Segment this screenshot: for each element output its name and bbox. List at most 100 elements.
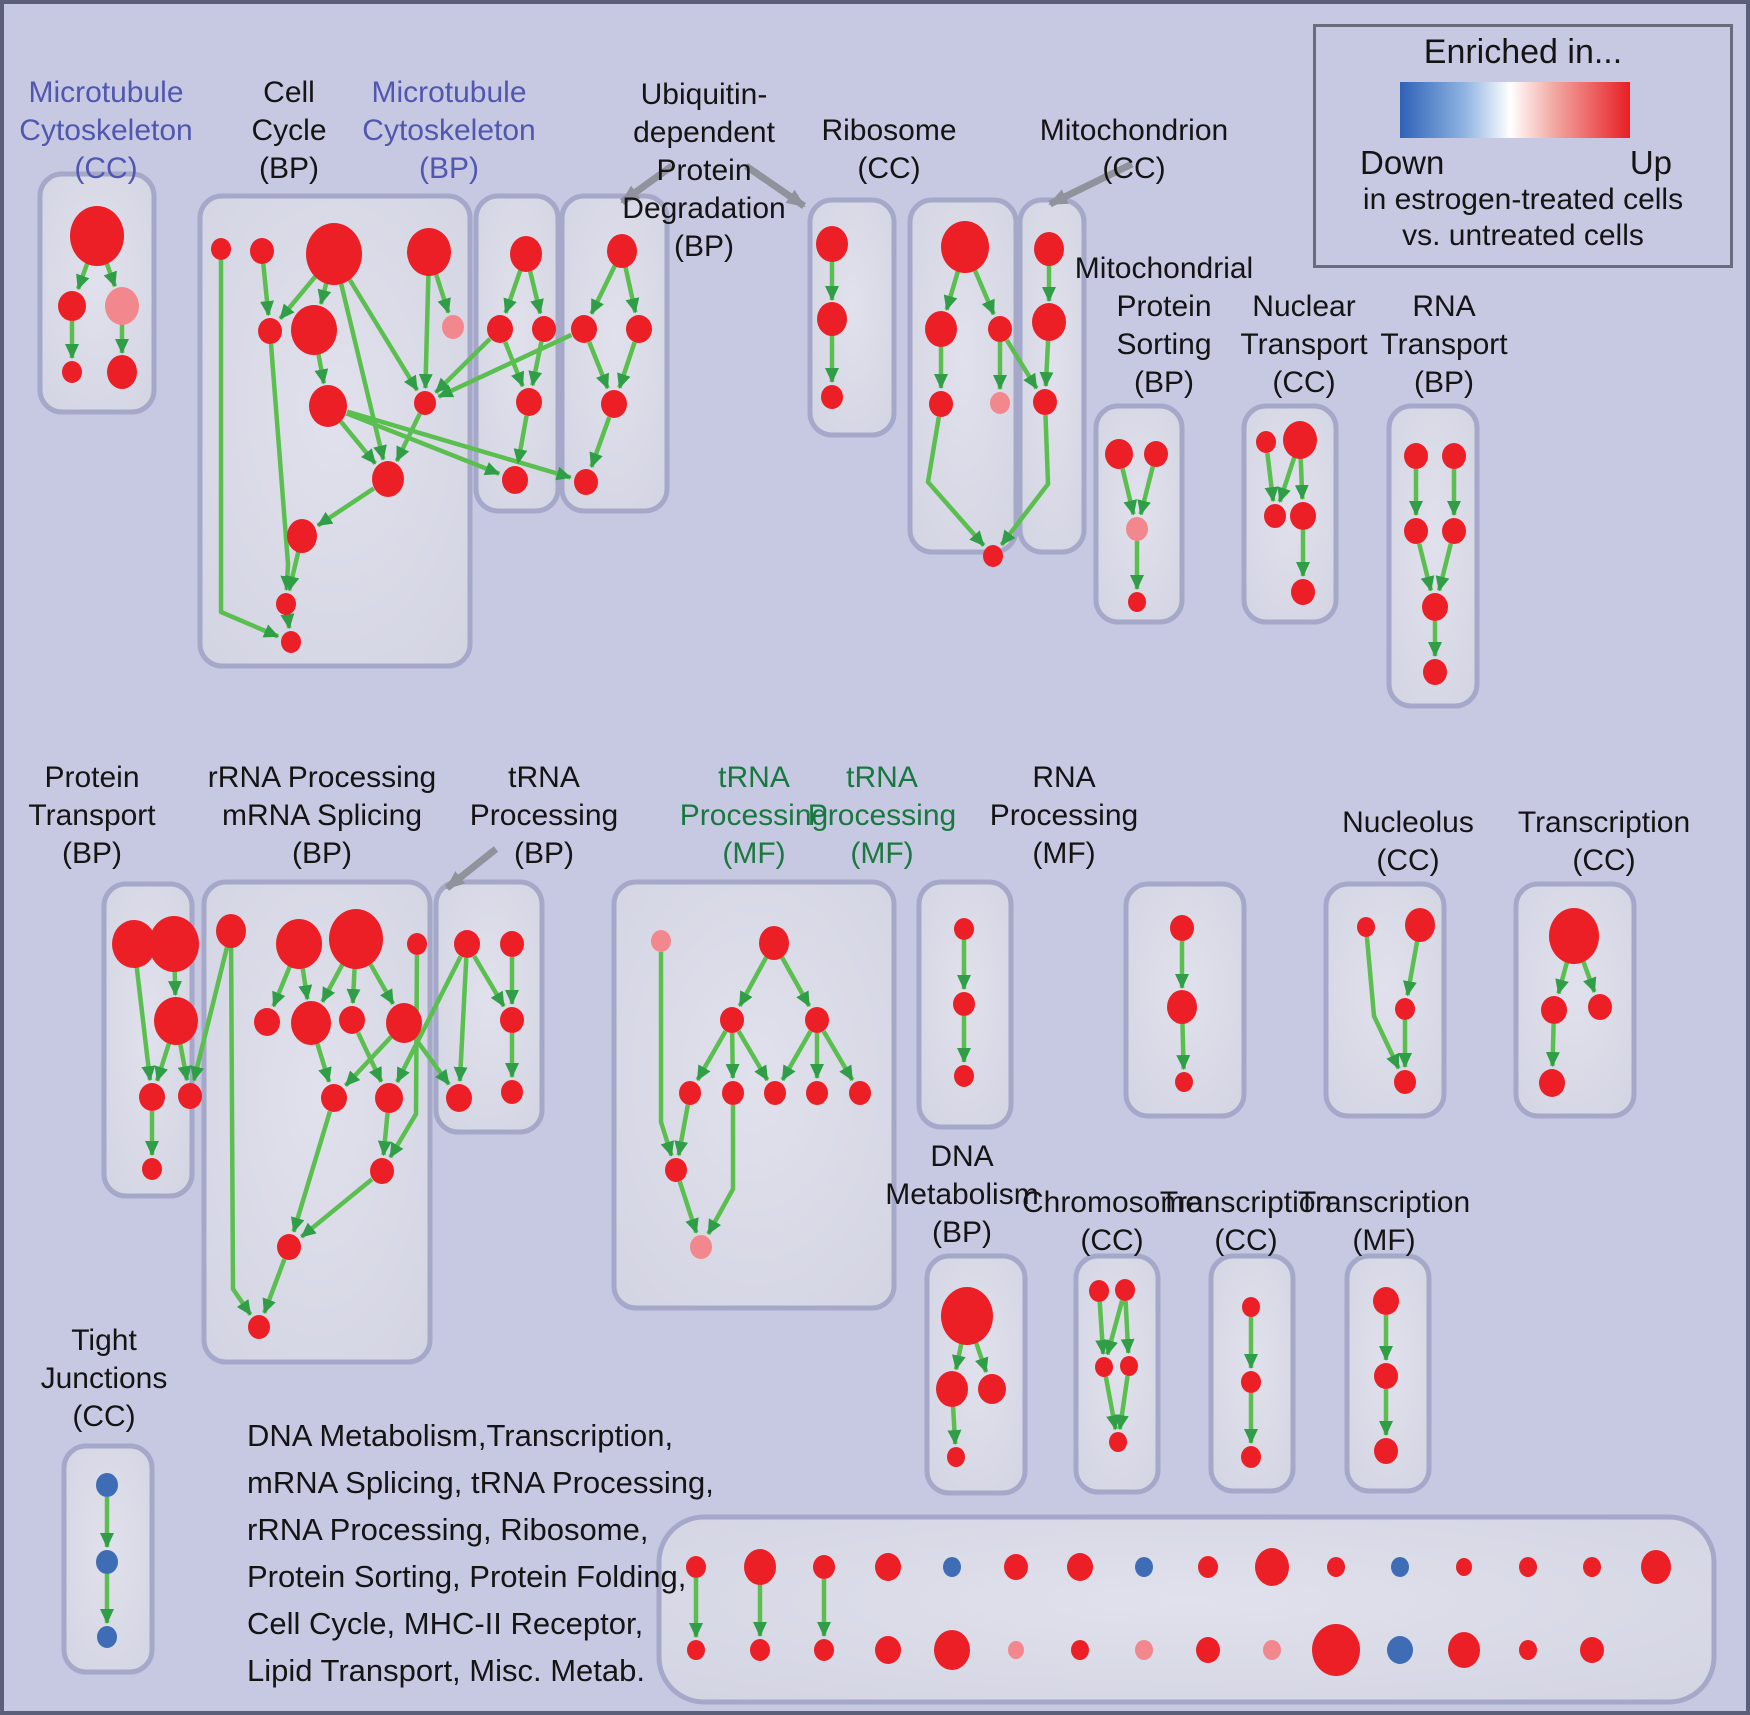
edge-rb1-rb3 bbox=[972, 269, 996, 316]
group-label-line: rRNA Processing bbox=[207, 761, 437, 794]
go-term-node-i1 bbox=[1170, 915, 1194, 941]
go-term-node-u2 bbox=[571, 315, 597, 343]
go-term-node-bw3 bbox=[813, 1555, 835, 1579]
go-term-node-mm3 bbox=[1033, 389, 1057, 415]
edge-c3-c6 bbox=[317, 281, 332, 305]
go-term-node-bz12 bbox=[1387, 1636, 1413, 1664]
go-term-node-d1 bbox=[941, 1287, 993, 1345]
go-term-node-pt5 bbox=[178, 1083, 202, 1109]
group-label-line: Processing bbox=[989, 799, 1139, 832]
go-term-node-c2 bbox=[250, 238, 274, 264]
group-label-line: (BP) bbox=[1413, 366, 1474, 399]
edge-u1-u3 bbox=[623, 266, 640, 314]
group-label-chromosome: Chromosome (CC) bbox=[1022, 1184, 1202, 1260]
group-label-line: (MF) bbox=[1352, 1224, 1416, 1257]
misc-clusters-note-line: Cell Cycle, MHC-II Receptor, bbox=[247, 1606, 644, 1641]
go-term-node-f1 bbox=[1242, 1297, 1260, 1317]
edge-c8-c10 bbox=[338, 420, 378, 465]
group-label-line: Transcription bbox=[1517, 806, 1691, 839]
go-term-node-s6 bbox=[1423, 659, 1447, 685]
go-term-node-bz14 bbox=[1519, 1640, 1537, 1660]
edge-d2-d4 bbox=[947, 1405, 962, 1446]
go-term-node-bw7 bbox=[1067, 1553, 1093, 1581]
group-label-tight_j: Tight Junctions (CC) bbox=[41, 1322, 168, 1436]
group-label-line: Junctions bbox=[40, 1362, 168, 1395]
edge-r4-r12 bbox=[388, 954, 420, 1159]
go-term-node-bw9 bbox=[1198, 1556, 1218, 1578]
go-term-node-pt1 bbox=[112, 920, 156, 968]
go-term-node-rb1 bbox=[941, 221, 989, 273]
go-term-node-c1 bbox=[211, 238, 231, 260]
edge-r1-pt5 bbox=[190, 945, 230, 1082]
edge-d1-d2 bbox=[951, 1341, 966, 1371]
go-term-node-r8 bbox=[386, 1003, 422, 1043]
go-term-node-s1 bbox=[1404, 443, 1428, 469]
group-label-line: (CC) bbox=[1080, 1224, 1144, 1257]
go-term-node-i2 bbox=[1167, 990, 1197, 1024]
go-term-node-e5 bbox=[1109, 1432, 1127, 1452]
go-term-node-bz3 bbox=[814, 1639, 834, 1661]
go-term-node-r3 bbox=[329, 909, 383, 969]
edge-g2-g5 bbox=[725, 1032, 740, 1080]
group-label-line: RNA bbox=[1032, 761, 1096, 794]
go-term-node-bz1 bbox=[687, 1640, 705, 1660]
group-label-line: Processing bbox=[807, 799, 957, 832]
go-term-node-bz7 bbox=[1071, 1640, 1089, 1660]
edge-pt2-pt3 bbox=[167, 969, 182, 997]
group-label-line: (BP) bbox=[291, 837, 352, 870]
go-term-node-c12 bbox=[276, 593, 296, 615]
go-term-node-bw15 bbox=[1583, 1557, 1601, 1577]
go-term-node-bw2 bbox=[744, 1549, 776, 1585]
edge-c3-c5 bbox=[278, 274, 318, 321]
go-term-node-c9 bbox=[414, 391, 436, 415]
edge-b1-b3 bbox=[527, 270, 544, 315]
go-term-node-d3 bbox=[978, 1374, 1006, 1404]
group-label-prot_tr: Protein Transport (BP) bbox=[28, 759, 155, 873]
go-term-node-g4 bbox=[679, 1081, 701, 1105]
group-label-mt_cc: Microtubule Cytoskeleton (CC) bbox=[19, 74, 192, 188]
group-label-line: (CC) bbox=[1272, 366, 1336, 399]
group-label-line: Chromosome bbox=[1021, 1186, 1203, 1219]
group-label-rna_proc_mf: RNA Processing (MF) bbox=[990, 759, 1138, 873]
edge-u2-c9 bbox=[437, 332, 573, 399]
group-label-line: Transport bbox=[1240, 328, 1368, 361]
go-term-node-q2 bbox=[1283, 421, 1317, 459]
go-term-node-bz10 bbox=[1263, 1640, 1281, 1660]
go-term-node-r9 bbox=[321, 1084, 347, 1112]
edge-g5-g10 bbox=[706, 1105, 736, 1235]
edge-b2-b4 bbox=[503, 341, 525, 388]
legend-box: Enriched in... Down Up in estrogen-treat… bbox=[1313, 24, 1733, 268]
go-term-node-g8 bbox=[849, 1081, 871, 1105]
group-label-rrna: rRNA Processing mRNA Splicing (BP) bbox=[208, 759, 436, 873]
group-label-line: (BP) bbox=[61, 837, 122, 870]
group-label-cell_cycle: Cell Cycle (BP) bbox=[251, 74, 326, 188]
group-label-line: (CC) bbox=[1214, 1224, 1278, 1257]
edge-rb4-rb6 bbox=[925, 416, 986, 547]
go-term-node-f2 bbox=[1241, 1371, 1261, 1393]
go-term-node-bz15 bbox=[1580, 1637, 1604, 1663]
group-label-mito: Mitochondrion (CC) bbox=[1040, 112, 1228, 188]
edge-k1-k2 bbox=[1555, 960, 1570, 995]
go-term-node-g3 bbox=[805, 1007, 829, 1033]
go-term-node-c7 bbox=[442, 315, 464, 339]
edge-r12-r11 bbox=[299, 1177, 374, 1239]
edge-b1-b2 bbox=[503, 269, 523, 314]
go-term-node-c10 bbox=[372, 461, 404, 497]
go-term-node-c13 bbox=[281, 631, 301, 653]
edge-g2-g6 bbox=[736, 1030, 770, 1082]
legend-down-label: Down bbox=[1360, 144, 1445, 181]
group-label-line: Mitochondrion bbox=[1039, 114, 1229, 147]
go-term-node-bz9 bbox=[1196, 1637, 1220, 1663]
go-term-node-rb4 bbox=[929, 391, 953, 417]
group-label-line: (CC) bbox=[1572, 844, 1636, 877]
edge-g0-g9 bbox=[658, 952, 675, 1157]
edge-r7-r10 bbox=[355, 1031, 384, 1083]
edge-s3-s5 bbox=[1416, 543, 1435, 592]
go-term-node-rb6 bbox=[983, 545, 1003, 567]
group-label-line: tRNA bbox=[846, 761, 918, 794]
go-term-node-bw8 bbox=[1135, 1557, 1153, 1577]
go-term-node-k4 bbox=[1539, 1069, 1565, 1097]
group-label-transcr_cc1: Transcription (CC) bbox=[1518, 804, 1690, 880]
go-term-node-j4 bbox=[1394, 1070, 1416, 1094]
edge-r2-r5 bbox=[271, 965, 292, 1008]
